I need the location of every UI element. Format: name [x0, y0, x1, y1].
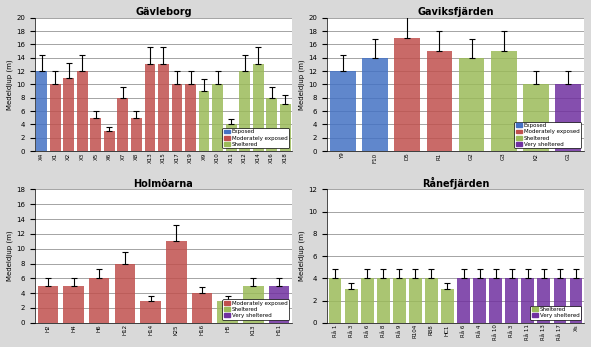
Bar	[361, 278, 374, 323]
Bar	[166, 241, 187, 323]
Y-axis label: Medeldjup (m): Medeldjup (m)	[299, 59, 306, 110]
Bar	[89, 278, 109, 323]
Bar	[489, 278, 502, 323]
Bar	[330, 71, 356, 151]
Bar	[212, 84, 223, 151]
Bar	[459, 58, 485, 151]
Bar	[37, 286, 58, 323]
Bar	[554, 278, 566, 323]
Bar	[427, 51, 452, 151]
Bar	[191, 293, 212, 323]
Bar	[280, 104, 291, 151]
Bar	[90, 118, 101, 151]
Bar	[63, 78, 74, 151]
Legend: Exposed, Moderately exposed, Sheltered, Very sheltered: Exposed, Moderately exposed, Sheltered, …	[514, 122, 582, 149]
Bar	[63, 286, 84, 323]
Bar	[243, 286, 264, 323]
Bar	[329, 278, 342, 323]
Bar	[521, 278, 534, 323]
Y-axis label: Medeldjup (m): Medeldjup (m)	[299, 231, 306, 281]
Bar	[115, 263, 135, 323]
Legend: Exposed, Moderately exposed, Sheltered: Exposed, Moderately exposed, Sheltered	[222, 128, 289, 149]
Bar	[269, 286, 290, 323]
Bar	[217, 301, 238, 323]
Bar	[362, 58, 388, 151]
Bar	[491, 51, 517, 151]
Bar	[77, 71, 87, 151]
Bar	[253, 65, 264, 151]
Bar	[140, 301, 161, 323]
Bar	[425, 278, 438, 323]
Bar	[239, 71, 250, 151]
Title: Holmöarna: Holmöarna	[134, 179, 193, 189]
Bar	[393, 278, 405, 323]
Bar	[36, 71, 47, 151]
Bar	[131, 118, 142, 151]
Bar	[505, 278, 518, 323]
Bar	[377, 278, 389, 323]
Title: Gävleborg: Gävleborg	[135, 7, 192, 17]
Bar	[171, 84, 183, 151]
Bar	[537, 278, 550, 323]
Bar	[441, 289, 454, 323]
Bar	[473, 278, 486, 323]
Bar	[394, 38, 420, 151]
Bar	[345, 289, 358, 323]
Bar	[104, 131, 115, 151]
Bar	[158, 65, 169, 151]
Bar	[523, 84, 548, 151]
Bar	[226, 125, 236, 151]
Bar	[50, 84, 61, 151]
Bar	[267, 98, 277, 151]
Bar	[457, 278, 470, 323]
Y-axis label: Medeldjup (m): Medeldjup (m)	[7, 59, 14, 110]
Title: Rånefjärden: Rånefjärden	[422, 177, 489, 189]
Bar	[555, 84, 581, 151]
Bar	[118, 98, 128, 151]
Title: Gaviksfjärden: Gaviksfjärden	[417, 7, 493, 17]
Bar	[199, 91, 209, 151]
Legend: Sheltered, Very sheltered: Sheltered, Very sheltered	[530, 306, 582, 320]
Legend: Moderately exposed, Sheltered, Very sheltered: Moderately exposed, Sheltered, Very shel…	[222, 299, 289, 320]
Bar	[570, 278, 583, 323]
Y-axis label: Medeldjup (m): Medeldjup (m)	[7, 231, 14, 281]
Bar	[409, 278, 422, 323]
Bar	[145, 65, 155, 151]
Bar	[185, 84, 196, 151]
